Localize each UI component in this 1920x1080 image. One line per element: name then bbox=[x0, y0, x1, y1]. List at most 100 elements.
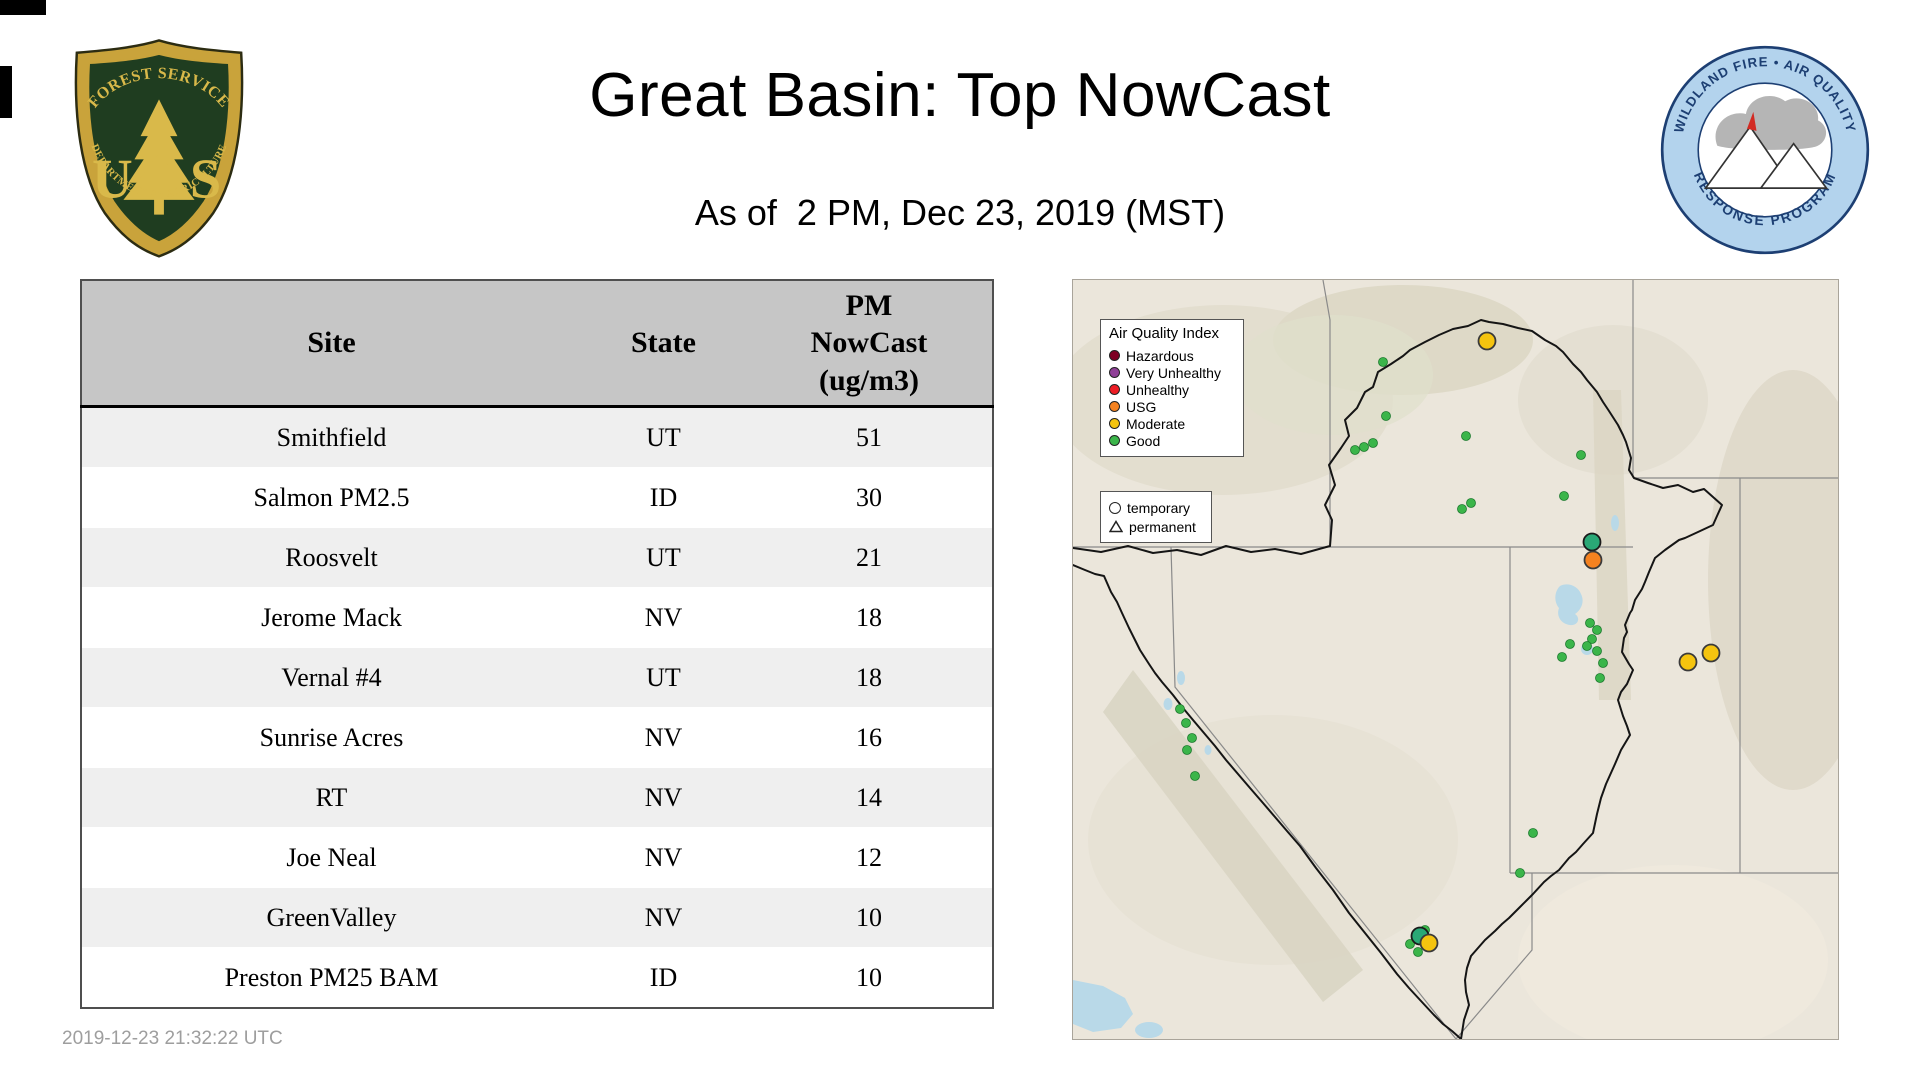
lakes bbox=[1073, 515, 1619, 1038]
nowcast-cell: 18 bbox=[856, 602, 882, 632]
col-header-site: Site bbox=[81, 280, 581, 408]
marker-legend-label: temporary bbox=[1127, 499, 1191, 516]
aqi-legend-items: Hazardous Very Unhealthy Unhealthy USG Moder… bbox=[1109, 347, 1235, 449]
monitor-dot-good bbox=[1175, 704, 1185, 714]
marker-legend-item: temporary bbox=[1109, 498, 1203, 517]
monitor-dot-good bbox=[1592, 625, 1602, 635]
monitor-dot-moderate bbox=[1701, 643, 1721, 663]
monitor-dot-good bbox=[1576, 450, 1586, 460]
scan-artifact-left bbox=[0, 66, 12, 118]
site-cell: Joe Neal bbox=[286, 842, 377, 872]
marker-legend-label: permanent bbox=[1129, 518, 1196, 535]
monitor-dot-good bbox=[1598, 658, 1608, 668]
site-cell: Smithfield bbox=[276, 422, 387, 452]
nowcast-cell: 51 bbox=[856, 422, 882, 452]
monitor-dot-good bbox=[1565, 639, 1575, 649]
page-subtitle: As of 2 PM, Dec 23, 2019 (MST) bbox=[694, 192, 1226, 233]
monitor-dot-good bbox=[1350, 445, 1360, 455]
aqi-color-dot bbox=[1109, 350, 1120, 361]
table-row: RT NV 14 bbox=[81, 767, 993, 828]
basemap-svg bbox=[1073, 280, 1838, 1039]
nowcast-cell: 14 bbox=[856, 782, 882, 812]
temporary-marker-icon bbox=[1109, 501, 1121, 514]
aqi-legend-label: USG bbox=[1126, 398, 1157, 415]
nowcast-cell: 10 bbox=[856, 962, 882, 992]
nowcast-cell: 12 bbox=[856, 842, 882, 872]
aqi-legend-item: Unhealthy bbox=[1109, 381, 1235, 398]
site-cell: Roosvelt bbox=[285, 542, 378, 572]
nowcast-cell: 30 bbox=[856, 482, 882, 512]
state-cell: UT bbox=[646, 422, 681, 452]
aqi-color-dot bbox=[1109, 401, 1120, 412]
nowcast-table: Site State PM NowCast (ug/m3) Smithfield… bbox=[80, 279, 994, 1009]
state-cell: NV bbox=[644, 782, 683, 812]
monitor-dot-good bbox=[1359, 442, 1369, 452]
nowcast-cell: 16 bbox=[856, 722, 882, 752]
mountains-icon bbox=[1703, 125, 1829, 190]
monitor-dot-good bbox=[1187, 733, 1197, 743]
great-basin-boundary bbox=[1073, 319, 1723, 1039]
state-cell: ID bbox=[649, 482, 678, 512]
aqi-legend-label: Good bbox=[1126, 432, 1161, 449]
fs-logo-letter-s: S bbox=[190, 148, 221, 210]
aqi-color-dot bbox=[1109, 418, 1120, 429]
site-cell: GreenValley bbox=[266, 902, 397, 932]
monitor-dot-moderate bbox=[1419, 933, 1439, 953]
monitor-dot-good bbox=[1466, 498, 1476, 508]
monitor-dot-good bbox=[1585, 618, 1595, 628]
monitor-dot-good bbox=[1595, 673, 1605, 683]
monitor-dot-good bbox=[1413, 947, 1423, 957]
monitor-dot-good bbox=[1559, 491, 1569, 501]
aq-logo-svg: WILDLAND FIRE • AIR QUALITY RESPONSE PRO… bbox=[1660, 45, 1870, 255]
aqi-legend-item: Hazardous bbox=[1109, 347, 1235, 364]
monitor-dot-good bbox=[1457, 504, 1467, 514]
aqi-legend-item: USG bbox=[1109, 398, 1235, 415]
marker-legend-item: permanent bbox=[1109, 517, 1203, 536]
state-cell: NV bbox=[644, 602, 683, 632]
state-cell: NV bbox=[644, 842, 683, 872]
monitor-dot-good bbox=[1378, 357, 1388, 367]
permanent-marker-icon bbox=[1109, 520, 1123, 533]
monitor-dot-moderate bbox=[1678, 652, 1698, 672]
nowcast-cell: 18 bbox=[856, 662, 882, 692]
table-row: Sunrise Acres NV 16 bbox=[81, 707, 993, 768]
table-row: Vernal #4 UT 18 bbox=[81, 647, 993, 708]
site-cell: RT bbox=[315, 782, 348, 812]
marker-legend-items: temporary permanent bbox=[1109, 498, 1203, 536]
state-cell: NV bbox=[644, 722, 683, 752]
monitor-dot-good bbox=[1582, 641, 1592, 651]
flame-icon bbox=[1746, 111, 1757, 131]
state-cell: UT bbox=[646, 542, 681, 572]
pine-tree-icon bbox=[123, 99, 195, 215]
state-cell: NV bbox=[644, 902, 683, 932]
forest-service-logo: FOREST SERVICE U S DEPARTMENT OF AGRICUL… bbox=[67, 38, 251, 260]
aqi-legend-item: Good bbox=[1109, 432, 1235, 449]
state-cell: UT bbox=[646, 662, 681, 692]
monitor-dot-good bbox=[1190, 771, 1200, 781]
monitor-dot-good bbox=[1368, 438, 1378, 448]
site-cell: Jerome Mack bbox=[261, 602, 402, 632]
generation-timestamp: 2019-12-23 21:32:22 UTC bbox=[62, 1028, 283, 1049]
table-header-row: Site State PM NowCast (ug/m3) bbox=[81, 280, 993, 408]
fs-logo-letter-u: U bbox=[92, 148, 133, 210]
aqi-color-dot bbox=[1109, 367, 1120, 378]
table-row: GreenValley NV 10 bbox=[81, 887, 993, 948]
forest-service-shield: FOREST SERVICE U S DEPARTMENT OF AGRICUL… bbox=[74, 39, 244, 258]
monitor-dot-good bbox=[1515, 868, 1525, 878]
aqi-color-dot bbox=[1109, 384, 1120, 395]
monitor-dot-good bbox=[1381, 411, 1391, 421]
nowcast-cell: 21 bbox=[856, 542, 882, 572]
table-row: Preston PM25 BAM ID 10 bbox=[81, 947, 993, 1008]
site-cell: Sunrise Acres bbox=[259, 722, 404, 752]
site-cell: Salmon PM2.5 bbox=[253, 482, 410, 512]
monitor-dot-good bbox=[1557, 652, 1567, 662]
state-cell: ID bbox=[649, 962, 678, 992]
table-row: Roosvelt UT 21 bbox=[81, 527, 993, 588]
aqi-color-dot bbox=[1109, 435, 1120, 446]
site-cell: Vernal #4 bbox=[281, 662, 382, 692]
aqi-legend-item: Very Unhealthy bbox=[1109, 364, 1235, 381]
col-header-state: State bbox=[581, 280, 746, 408]
scan-artifact-top bbox=[0, 0, 46, 15]
monitor-dot-usg bbox=[1583, 550, 1603, 570]
